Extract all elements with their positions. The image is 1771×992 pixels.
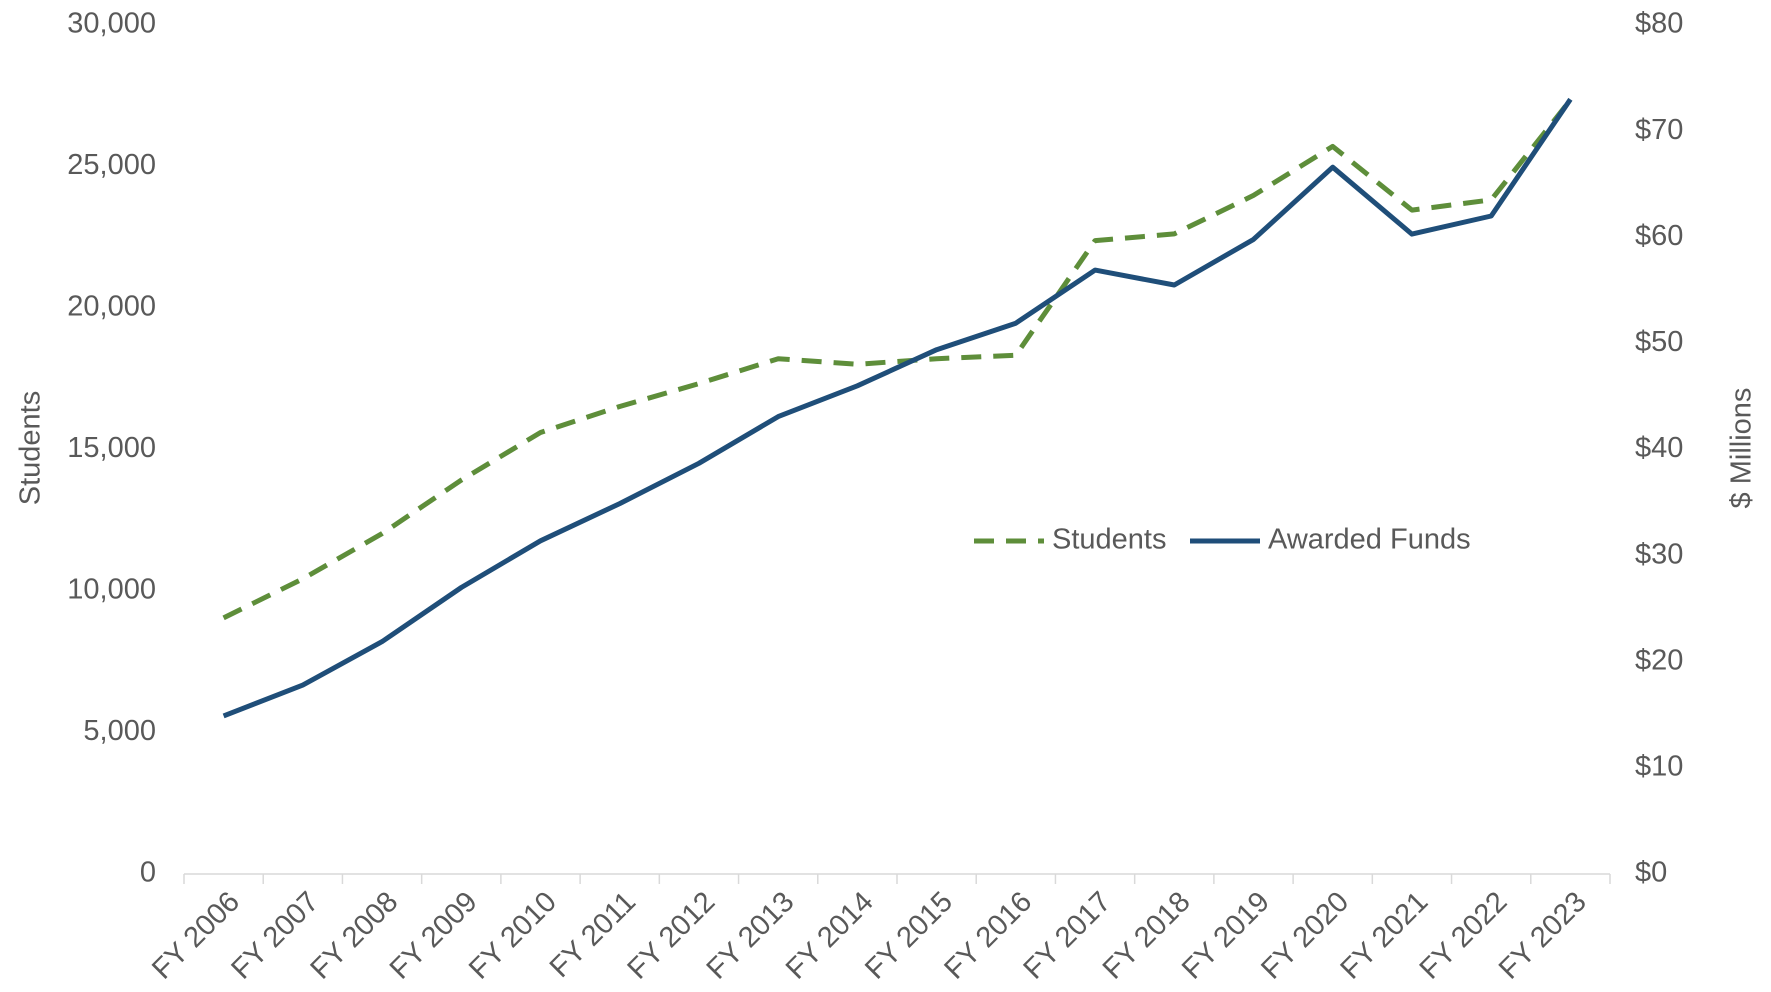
y2-tick-label: $20 xyxy=(1635,644,1683,676)
x-tick-label: FY 2010 xyxy=(463,886,563,986)
y2-tick-label: $50 xyxy=(1635,326,1683,358)
y-axis-title: Students xyxy=(15,391,47,505)
y-tick-label: 30,000 xyxy=(67,8,156,40)
x-tick-label: FY 2020 xyxy=(1255,886,1355,986)
x-tick-label: FY 2013 xyxy=(701,886,801,986)
legend-label: Awarded Funds xyxy=(1268,524,1471,556)
y2-tick-label: $30 xyxy=(1635,538,1683,570)
x-tick-label: FY 2008 xyxy=(305,886,405,986)
x-tick-label: FY 2007 xyxy=(225,886,325,986)
y-tick-label: 10,000 xyxy=(67,574,156,606)
x-tick-label: FY 2014 xyxy=(780,886,880,986)
x-tick-label: FY 2015 xyxy=(859,886,959,986)
y-tick-label: 20,000 xyxy=(67,291,156,323)
y-tick-label: 15,000 xyxy=(67,432,156,464)
y2-tick-label: $0 xyxy=(1635,857,1667,889)
y2-tick-label: $70 xyxy=(1635,114,1683,146)
y2-tick-label: $60 xyxy=(1635,220,1683,252)
x-tick-label: FY 2006 xyxy=(146,886,246,986)
y2-tick-label: $10 xyxy=(1635,751,1683,783)
series-line xyxy=(222,97,1573,719)
series-line xyxy=(222,98,1573,621)
x-tick-label: FY 2022 xyxy=(1414,886,1514,986)
y-tick-label: 0 xyxy=(140,857,156,889)
x-tick-label: FY 2021 xyxy=(1335,886,1435,986)
x-tick-label: FY 2017 xyxy=(1018,886,1118,986)
y-tick-label: 5,000 xyxy=(83,715,156,747)
x-tick-label: FY 2012 xyxy=(622,886,722,986)
x-tick-label: FY 2023 xyxy=(1493,886,1593,986)
y2-tick-label: $80 xyxy=(1635,8,1683,40)
x-tick-label: FY 2016 xyxy=(938,886,1038,986)
y2-tick-label: $40 xyxy=(1635,432,1683,464)
y2-axis-title: $ Millions xyxy=(1726,388,1758,509)
x-tick-label: FY 2019 xyxy=(1176,886,1276,986)
legend-label: Students xyxy=(1052,524,1166,556)
x-tick-label: FY 2009 xyxy=(384,886,484,986)
x-tick-label: FY 2018 xyxy=(1097,886,1197,986)
y-tick-label: 25,000 xyxy=(67,149,156,181)
